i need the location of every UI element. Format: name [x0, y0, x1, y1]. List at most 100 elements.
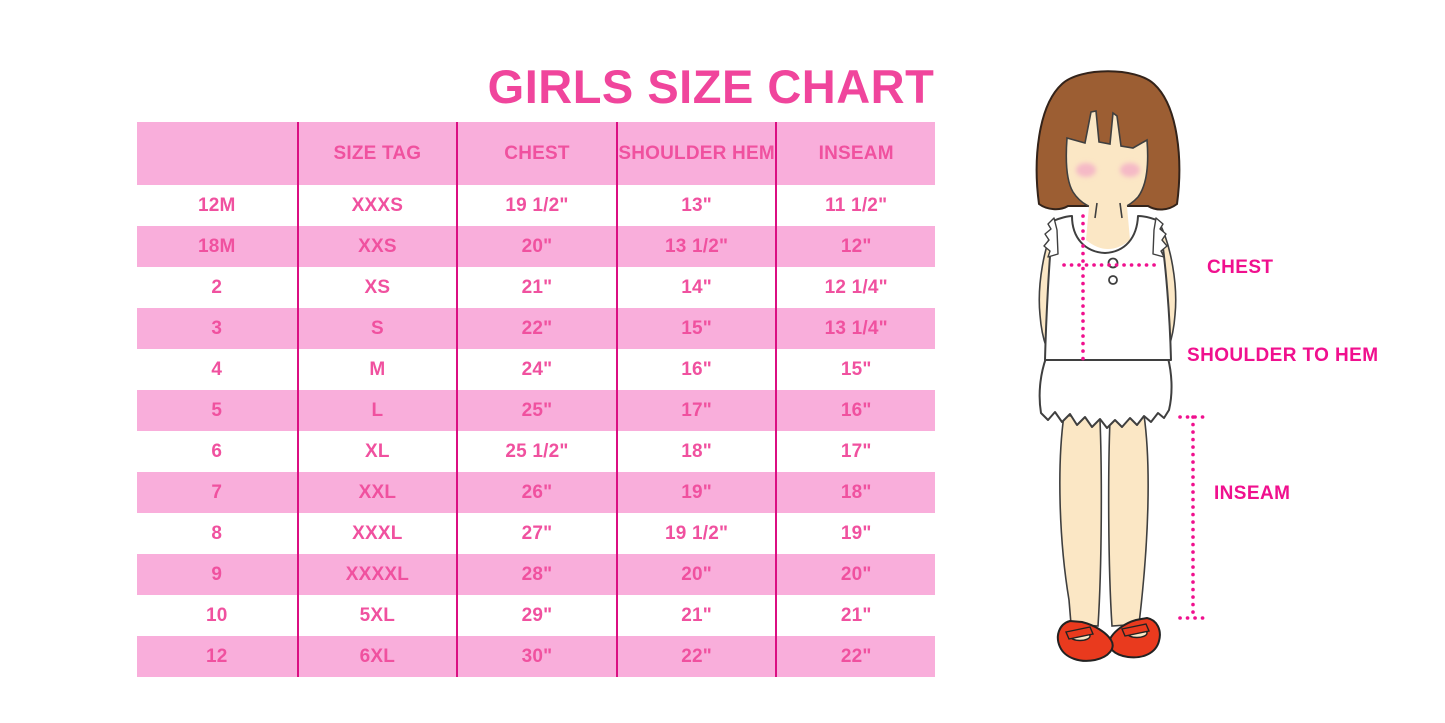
- table-cell: 25": [456, 390, 616, 431]
- table-cell: 22": [456, 308, 616, 349]
- table-cell: 19 1/2": [456, 185, 616, 226]
- table-cell: 13 1/2": [615, 226, 776, 267]
- figure-leg-left: [1059, 414, 1103, 627]
- table-cell: 17": [615, 390, 776, 431]
- table-row: 6 XL 25 1/2" 18" 17": [137, 431, 935, 472]
- inseam-measure-line: [1178, 415, 1207, 620]
- figure-skirt: [1038, 357, 1173, 429]
- figure-blush-right: [1120, 163, 1140, 177]
- table-cell: 11 1/2": [775, 185, 935, 226]
- table-cell: 12": [775, 226, 935, 267]
- header-cell-size-tag: SIZE TAG: [296, 122, 457, 185]
- table-cell: 13 1/4": [775, 308, 935, 349]
- figure-blouse: [1044, 215, 1172, 361]
- table-cell: XS: [296, 267, 457, 308]
- table-cell: 14": [615, 267, 776, 308]
- page-title: GIRLS SIZE CHART: [487, 60, 935, 114]
- table-cell: 29": [456, 595, 616, 636]
- table-cell: 22": [775, 636, 935, 677]
- table-row: 7 XXL 26" 19" 18": [137, 472, 935, 513]
- table-cell: S: [296, 308, 457, 349]
- table-cell: 21": [456, 267, 616, 308]
- table-cell: 8: [211, 522, 223, 544]
- table-cell: 9: [211, 563, 223, 585]
- table-cell: 18M: [198, 235, 236, 257]
- table-cell: XXS: [296, 226, 457, 267]
- header-cell-chest: CHEST: [456, 122, 616, 185]
- figure-shoe-right: [1108, 617, 1161, 659]
- table-cell: 3: [211, 317, 223, 339]
- table-cell: 12 1/4": [775, 267, 935, 308]
- table-cell: 16": [775, 390, 935, 431]
- table-cell: 4: [211, 358, 223, 380]
- table-cell: 16": [615, 349, 776, 390]
- table-cell: 21": [775, 595, 935, 636]
- figure-ruffle-right: [1152, 217, 1168, 258]
- table-cell: 5: [211, 399, 223, 421]
- table-row: 2 XS 21" 14" 12 1/4": [137, 267, 935, 308]
- header-cell-size: [137, 122, 297, 185]
- shoulder-to-hem-label: SHOULDER TO HEM: [1187, 345, 1378, 366]
- table-row: 5 L 25" 17" 16": [137, 390, 935, 431]
- table-cell: 15": [775, 349, 935, 390]
- table-cell: L: [296, 390, 457, 431]
- figure-ruffle-left: [1043, 217, 1059, 258]
- figure-neck: [1086, 195, 1130, 249]
- table-cell: XXL: [296, 472, 457, 513]
- table-cell: 12M: [198, 194, 236, 216]
- table-cell: 10: [206, 604, 228, 626]
- table-row: 18M XXS 20" 13 1/2" 12": [137, 226, 935, 267]
- table-row: 9 XXXXL 28" 20" 20": [137, 554, 935, 595]
- table-cell: 20": [615, 554, 776, 595]
- inseam-label: INSEAM: [1214, 483, 1290, 504]
- table-cell: 28": [456, 554, 616, 595]
- table-header-row: SIZE TAG CHEST SHOULDER HEM INSEAM: [137, 122, 935, 185]
- table-cell: 7: [211, 481, 223, 503]
- table-cell: 13": [615, 185, 776, 226]
- table-row: 12M XXXS 19 1/2" 13" 11 1/2": [137, 185, 935, 226]
- table-cell: 30": [456, 636, 616, 677]
- table-cell: XL: [296, 431, 457, 472]
- table-cell: 25 1/2": [456, 431, 616, 472]
- girl-measurement-figure: CHEST SHOULDER TO HEM INSEAM: [990, 55, 1410, 700]
- table-cell: 24": [456, 349, 616, 390]
- table-row: 4 M 24" 16" 15": [137, 349, 935, 390]
- table-cell: 20": [456, 226, 616, 267]
- figure-leg-right: [1107, 414, 1149, 627]
- header-cell-inseam: INSEAM: [775, 122, 935, 185]
- table-row: 10 5XL 29" 21" 21": [137, 595, 935, 636]
- table-cell: 18": [775, 472, 935, 513]
- table-cell: 19": [775, 513, 935, 554]
- table-cell: M: [296, 349, 457, 390]
- table-cell: 27": [456, 513, 616, 554]
- table-cell: 21": [615, 595, 776, 636]
- girls-size-table: SIZE TAG CHEST SHOULDER HEM INSEAM 12M XX…: [137, 122, 935, 677]
- table-cell: XXXXL: [296, 554, 457, 595]
- table-row: 8 XXXL 27" 19 1/2" 19": [137, 513, 935, 554]
- table-cell: 12: [206, 645, 228, 667]
- figure-shoe-left: [1056, 620, 1114, 662]
- table-cell: 19": [615, 472, 776, 513]
- table-row: 12 6XL 30" 22" 22": [137, 636, 935, 677]
- table-cell: 20": [775, 554, 935, 595]
- table-cell: XXXL: [296, 513, 457, 554]
- table-cell: 15": [615, 308, 776, 349]
- table-cell: 22": [615, 636, 776, 677]
- size-table-body: 12M XXXS 19 1/2" 13" 11 1/2" 18M XXS 20" 13 1/2"…: [137, 185, 935, 677]
- table-cell: 5XL: [296, 595, 457, 636]
- table-cell: 6XL: [296, 636, 457, 677]
- chest-label: CHEST: [1207, 257, 1273, 278]
- table-cell: 6: [211, 440, 223, 462]
- table-cell: 18": [615, 431, 776, 472]
- table-cell: XXXS: [296, 185, 457, 226]
- figure-neck-lines: [1094, 202, 1123, 219]
- table-cell: 17": [775, 431, 935, 472]
- table-cell: 26": [456, 472, 616, 513]
- figure-blush-left: [1076, 163, 1096, 177]
- table-row: 3 S 22" 15" 13 1/4": [137, 308, 935, 349]
- header-cell-shoulder-hem: SHOULDER HEM: [615, 122, 776, 185]
- table-cell: 19 1/2": [615, 513, 776, 554]
- girl-illustration: CHEST SHOULDER TO HEM INSEAM: [1035, 70, 1378, 662]
- table-cell: 2: [211, 276, 223, 298]
